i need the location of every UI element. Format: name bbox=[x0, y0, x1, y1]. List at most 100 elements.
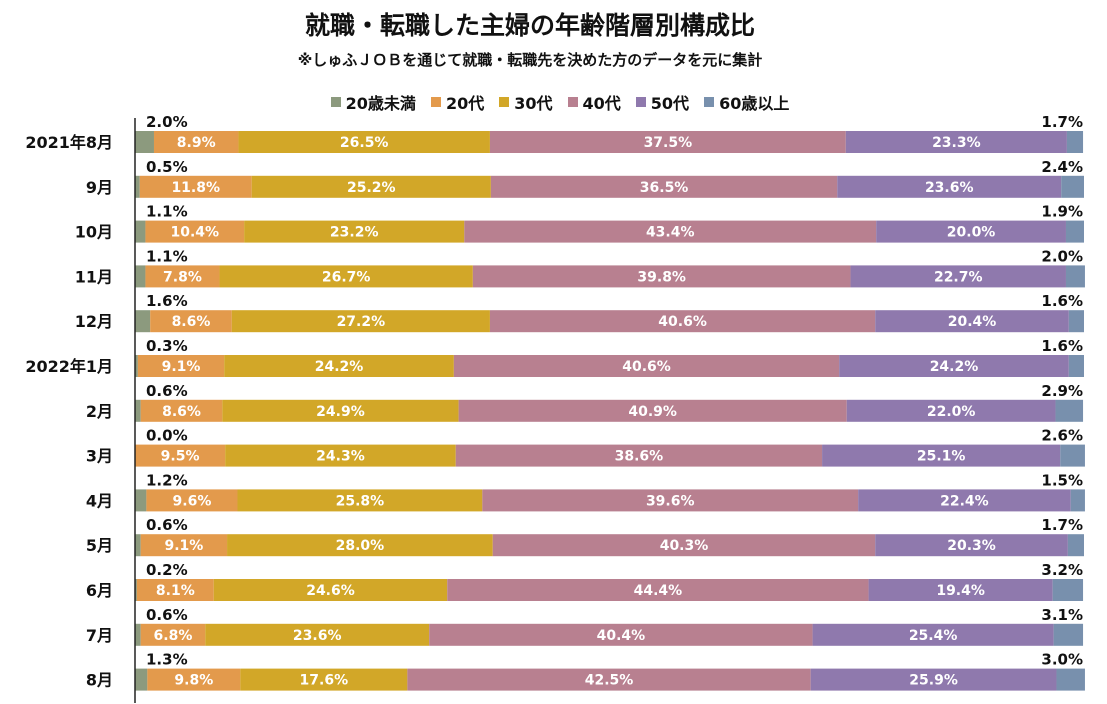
bar-segment bbox=[238, 131, 490, 153]
bar-segment bbox=[240, 668, 408, 691]
data-label: 9.1% bbox=[164, 538, 203, 554]
data-label: 25.1% bbox=[917, 449, 966, 465]
data-label: 3.1% bbox=[1041, 606, 1083, 624]
data-label: 8.9% bbox=[177, 135, 216, 151]
data-label: 2.6% bbox=[1041, 427, 1083, 445]
bar-segment bbox=[146, 489, 238, 512]
bar-segment bbox=[1068, 310, 1084, 333]
bar-segment bbox=[145, 220, 245, 243]
data-label: 7.8% bbox=[163, 269, 202, 285]
category-label: 12月 bbox=[75, 312, 113, 331]
data-label: 20.0% bbox=[947, 225, 996, 241]
bar-segment bbox=[135, 399, 141, 422]
legend-label: 20歳未満 bbox=[345, 94, 416, 113]
category-label: 9月 bbox=[86, 178, 113, 197]
data-label: 0.6% bbox=[146, 382, 188, 400]
bar-segment bbox=[810, 668, 1057, 691]
category-label: 3月 bbox=[86, 447, 113, 466]
bar-segment bbox=[812, 623, 1054, 646]
data-label: 1.6% bbox=[1041, 292, 1083, 310]
data-label: 22.7% bbox=[934, 269, 983, 285]
bar-segment bbox=[875, 534, 1068, 557]
bar-segment bbox=[147, 668, 241, 691]
legend-label: 40代 bbox=[582, 94, 621, 113]
data-label: 1.2% bbox=[146, 471, 188, 489]
data-label: 22.4% bbox=[940, 493, 989, 509]
data-label: 1.1% bbox=[146, 203, 188, 221]
legend-swatch bbox=[567, 97, 578, 107]
data-label: 0.3% bbox=[146, 337, 188, 355]
bar-segment bbox=[1065, 265, 1085, 288]
data-label: 37.5% bbox=[644, 135, 693, 151]
bar-segment bbox=[205, 623, 430, 646]
data-label: 24.6% bbox=[306, 583, 355, 599]
bar-segment bbox=[1068, 355, 1084, 377]
bar-segment bbox=[850, 265, 1066, 288]
data-label: 20.4% bbox=[948, 314, 997, 330]
bar-segment bbox=[455, 444, 823, 467]
data-label: 3.0% bbox=[1041, 651, 1083, 669]
data-label: 1.7% bbox=[1041, 113, 1083, 131]
data-label: 27.2% bbox=[337, 314, 386, 330]
bar-segment bbox=[153, 131, 239, 153]
data-label: 22.0% bbox=[927, 404, 976, 420]
bar-segment bbox=[135, 444, 226, 467]
bar-segment bbox=[453, 355, 840, 377]
data-label: 1.5% bbox=[1041, 471, 1083, 489]
data-label: 43.4% bbox=[646, 225, 695, 241]
category-label: 5月 bbox=[86, 536, 113, 555]
bar-segment bbox=[251, 175, 491, 198]
data-label: 3.2% bbox=[1041, 561, 1083, 579]
bar-segment bbox=[140, 534, 228, 557]
bar-segment bbox=[137, 355, 225, 377]
data-label: 20.3% bbox=[947, 538, 996, 554]
bar-segment bbox=[458, 399, 847, 422]
bar-segment bbox=[224, 355, 454, 377]
data-label: 1.9% bbox=[1041, 203, 1083, 221]
data-label: 1.3% bbox=[146, 651, 188, 669]
bar-segment bbox=[139, 175, 252, 198]
legend-swatch bbox=[499, 97, 510, 107]
data-label: 0.2% bbox=[146, 561, 188, 579]
bar-segment bbox=[135, 220, 146, 243]
data-label: 1.7% bbox=[1041, 516, 1083, 534]
chart-title: 就職・転職した主婦の年齢階層別構成比 bbox=[304, 11, 755, 40]
bar-segment bbox=[222, 399, 459, 422]
chart-legend: 20歳未満 20代 30代 40代 50代 60歳以上 bbox=[0, 90, 1107, 114]
bar-segment bbox=[227, 534, 493, 557]
legend-item: 60歳以上 bbox=[704, 90, 789, 114]
data-label: 0.6% bbox=[146, 606, 188, 624]
data-label: 23.2% bbox=[330, 225, 379, 241]
data-label: 9.5% bbox=[161, 449, 200, 465]
bar-segment bbox=[822, 444, 1061, 467]
category-label: 2021年8月 bbox=[25, 133, 113, 152]
category-label: 2月 bbox=[86, 402, 113, 421]
bar-segment bbox=[1065, 220, 1084, 243]
bar-segment bbox=[407, 668, 811, 691]
data-label: 17.6% bbox=[300, 673, 349, 689]
data-label: 24.9% bbox=[316, 404, 365, 420]
legend-swatch bbox=[430, 97, 441, 107]
bar-segment bbox=[876, 220, 1066, 243]
bar-segment bbox=[136, 579, 214, 601]
data-label: 0.5% bbox=[146, 158, 188, 176]
bar-segment bbox=[150, 310, 232, 333]
data-label: 9.6% bbox=[173, 493, 212, 509]
legend-item: 20代 bbox=[430, 90, 484, 114]
category-label: 4月 bbox=[86, 491, 113, 510]
data-label: 10.4% bbox=[170, 225, 219, 241]
data-label: 39.6% bbox=[646, 493, 695, 509]
data-label: 28.0% bbox=[336, 538, 385, 554]
data-label: 25.9% bbox=[909, 673, 958, 689]
category-label: 6月 bbox=[86, 581, 113, 600]
bar-segment bbox=[1066, 131, 1084, 153]
bar-segment bbox=[490, 175, 838, 198]
legend-label: 30代 bbox=[514, 94, 553, 113]
category-label: 2022年1月 bbox=[25, 357, 113, 376]
data-label: 23.6% bbox=[293, 628, 342, 644]
data-label: 2.0% bbox=[146, 113, 188, 131]
bar-segment bbox=[845, 131, 1067, 153]
data-label: 44.4% bbox=[634, 583, 683, 599]
data-label: 1.6% bbox=[146, 292, 188, 310]
bar-segment bbox=[472, 265, 851, 288]
